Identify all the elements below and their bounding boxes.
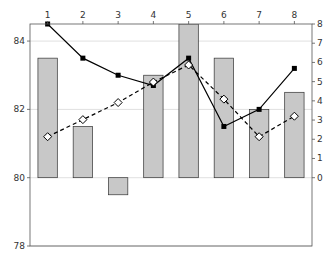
tick-label: 8: [292, 10, 298, 20]
tick: [312, 43, 315, 44]
marker: [185, 61, 193, 69]
tick-label: 8: [317, 19, 323, 29]
marker: [257, 107, 262, 112]
line: [48, 24, 295, 126]
tick: [27, 109, 30, 110]
bar: [144, 75, 163, 177]
plot-area: [38, 24, 304, 195]
tick-label: 5: [186, 10, 192, 20]
marker: [292, 66, 297, 71]
tick: [312, 24, 315, 25]
tick: [188, 21, 189, 24]
tick-label: 6: [317, 57, 323, 67]
tick-label: 2: [80, 10, 86, 20]
tick-label: 7: [317, 38, 323, 48]
marker: [220, 95, 228, 103]
tick-label: 1: [45, 10, 51, 20]
tick-label: 4: [151, 10, 157, 20]
marker: [44, 133, 52, 141]
bar: [285, 92, 304, 177]
marker: [290, 112, 298, 120]
bar: [249, 109, 268, 177]
tick-label: 5: [317, 77, 323, 87]
tick: [312, 100, 315, 101]
tick-label: 84: [14, 36, 26, 46]
frame: [30, 24, 312, 246]
tick-label: 7: [256, 10, 262, 20]
marker: [149, 78, 157, 86]
marker: [114, 99, 122, 107]
tick-label: 3: [115, 10, 121, 20]
tick-label: 80: [14, 173, 26, 183]
tick-label: 82: [14, 104, 25, 114]
tick: [312, 62, 315, 63]
tick: [312, 177, 315, 178]
tick-label: 6: [221, 10, 227, 20]
tick-label: 78: [14, 241, 26, 251]
tick: [312, 81, 315, 82]
tick-label: 0: [317, 173, 323, 183]
marker: [221, 124, 226, 129]
marker: [255, 133, 263, 141]
tick: [294, 21, 295, 24]
marker: [186, 56, 191, 61]
tick: [27, 177, 30, 178]
chart: 7880828401234567812345678: [0, 0, 334, 256]
tick: [312, 139, 315, 140]
tick-label: 2: [317, 134, 323, 144]
tick: [153, 21, 154, 24]
bar: [38, 58, 57, 178]
bar: [108, 178, 127, 195]
grid-line: [30, 177, 312, 178]
bar: [214, 58, 233, 178]
tick: [27, 41, 30, 42]
grid-line: [30, 41, 312, 42]
tick: [312, 120, 315, 121]
line: [48, 65, 295, 137]
tick: [312, 158, 315, 159]
marker: [79, 116, 87, 124]
tick-label: 3: [317, 115, 323, 125]
bar: [179, 24, 198, 178]
tick: [259, 21, 260, 24]
tick: [27, 246, 30, 247]
tick: [223, 21, 224, 24]
tick: [118, 21, 119, 24]
tick-label: 1: [317, 153, 323, 163]
tick-label: 4: [317, 96, 323, 106]
tick: [82, 21, 83, 24]
grid-line: [30, 109, 312, 110]
tick: [47, 21, 48, 24]
bar: [73, 126, 92, 177]
marker: [80, 56, 85, 61]
marker: [116, 73, 121, 78]
